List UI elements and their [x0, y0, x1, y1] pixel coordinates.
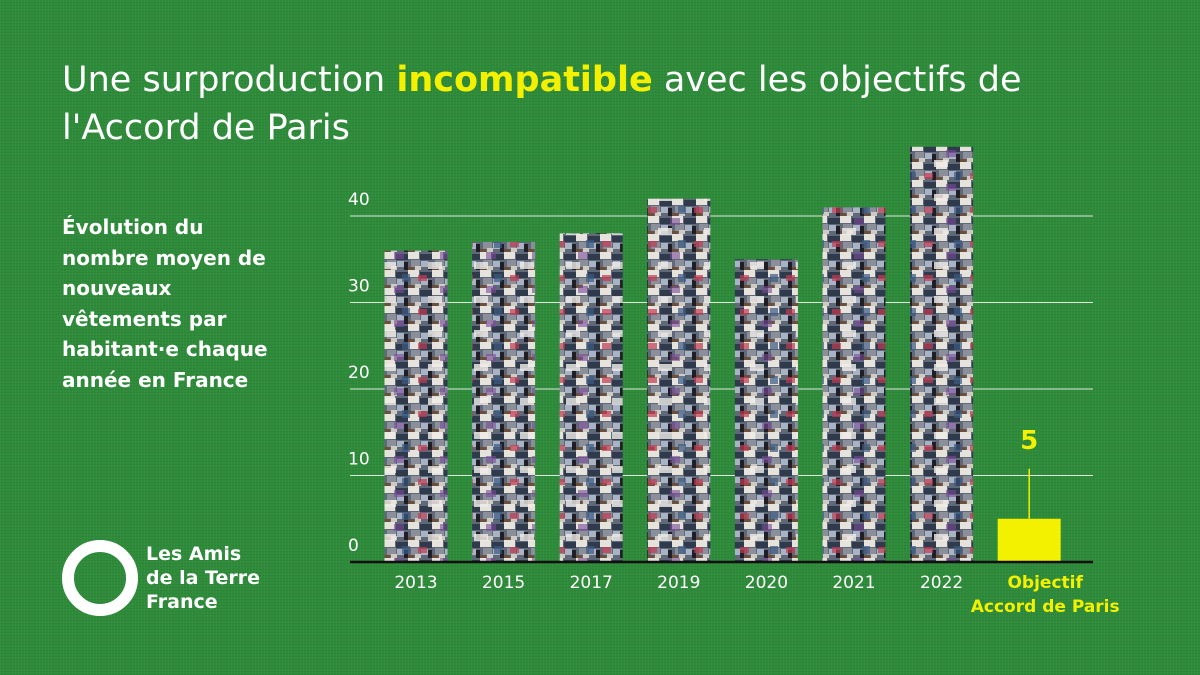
x-tick-label: 2017 — [570, 573, 613, 593]
y-tick-label: 30 — [348, 277, 370, 297]
bar-texture — [384, 250, 448, 562]
bar — [734, 259, 798, 562]
x-tick-label: 2013 — [394, 573, 437, 593]
x-tick-label: 2020 — [745, 573, 788, 593]
bar — [822, 207, 886, 562]
bar — [559, 233, 623, 563]
logo-text: Les Amis de la Terre France — [146, 542, 306, 614]
bar-texture — [472, 241, 536, 562]
title-highlight: incompatible — [396, 60, 653, 100]
x-tick-label: 2019 — [657, 573, 700, 593]
logo-line-1: Les Amis — [146, 543, 242, 565]
x-tick-label: 2022 — [920, 573, 963, 593]
y-tick-label: 20 — [348, 363, 370, 383]
bar — [472, 241, 536, 562]
x-tick-label: Accord de Paris — [971, 597, 1120, 617]
brand-logo: Les Amis de la Terre France — [62, 540, 302, 620]
bar — [647, 198, 711, 562]
bar-target — [997, 518, 1061, 562]
logo-line-3: France — [146, 591, 218, 613]
title-part-2: avec les objectifs de l'Accord de Paris — [62, 60, 1022, 148]
logo-line-2: de la Terre — [146, 567, 260, 589]
x-tick-label: 2015 — [482, 573, 525, 593]
bar-texture — [822, 207, 886, 562]
x-tick-label: Objectif — [1007, 573, 1083, 593]
y-tick-label: 10 — [348, 450, 370, 470]
title-part-1: Une surproduction — [62, 60, 397, 100]
y-tick-label: 40 — [348, 190, 370, 210]
bar-texture — [734, 259, 798, 562]
chart-subtitle: Évolution du nombre moyen de nouveaux vê… — [62, 215, 268, 392]
page-title: Une surproduction incompatible avec les … — [62, 56, 1062, 152]
y-tick-label: 0 — [348, 536, 359, 556]
bar — [910, 146, 974, 563]
bar-texture — [647, 198, 711, 562]
data-label: 5 — [1020, 426, 1038, 456]
bar-texture — [910, 146, 974, 563]
bar-texture — [559, 233, 623, 563]
bar — [384, 250, 448, 562]
x-tick-label: 2021 — [832, 573, 875, 593]
